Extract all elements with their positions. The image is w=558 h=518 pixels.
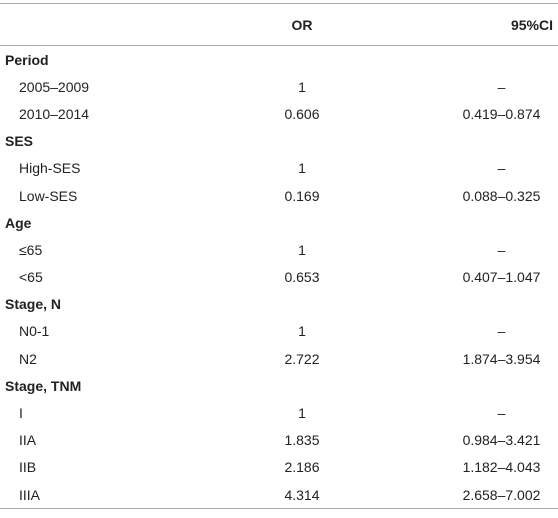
or-cell: 1: [298, 323, 306, 340]
table-body: Period 2005–2009 1 – 2010–2014 0.606 0.419–0.8…: [0, 46, 558, 509]
data-row: <65 0.653 0.407–1.047: [0, 264, 558, 291]
data-row: ≤65 1 –: [0, 236, 558, 263]
group-label: Stage, TNM: [5, 377, 82, 394]
row-label: N2: [19, 350, 37, 367]
group-label: Stage, N: [5, 296, 62, 313]
row-label: IIB: [19, 459, 37, 476]
or-cell: 0.653: [284, 269, 320, 286]
group-row: Age: [0, 209, 558, 236]
header-cell: OR: [219, 3, 385, 46]
cell: [219, 128, 385, 155]
group-label: Age: [5, 214, 32, 231]
row-label: IIA: [19, 432, 37, 449]
data-row: N0-1 1 –: [0, 318, 558, 345]
cell: [385, 291, 558, 318]
group-row: Period: [0, 46, 558, 74]
or-cell: 0.606: [284, 105, 320, 122]
or-cell: 2.186: [284, 459, 320, 476]
cell: [219, 372, 385, 399]
ci-cell: 0.419–0.874: [462, 105, 541, 122]
ci-cell: –: [497, 160, 506, 177]
cell: [219, 209, 385, 236]
row-label: ≤65: [19, 241, 43, 258]
row-label: I: [19, 405, 23, 422]
header-cell: [0, 3, 219, 46]
row-label: High-SES: [19, 160, 81, 177]
cell: [385, 128, 558, 155]
or-cell: 1: [298, 405, 306, 422]
data-row: IIB 2.186 1.182–4.043: [0, 454, 558, 481]
data-row: High-SES 1 –: [0, 155, 558, 182]
row-label: IIIA: [19, 486, 41, 503]
ci-cell: 0.984–3.421: [462, 432, 541, 449]
cell: [385, 372, 558, 399]
header-cell: 95%CI: [385, 3, 558, 46]
cell: [385, 209, 558, 236]
data-row: IIIA 4.314 2.658–7.002: [0, 481, 558, 509]
table-header: OR 95%CI: [0, 3, 558, 46]
or-cell: 1: [298, 78, 306, 95]
or-cell: 2.722: [284, 350, 320, 367]
data-row: Low-SES 0.169 0.088–0.325: [0, 182, 558, 209]
ci-cell: 1.182–4.043: [462, 459, 541, 476]
or-cell: 4.314: [284, 486, 320, 503]
data-row: 2010–2014 0.606 0.419–0.874: [0, 100, 558, 127]
header-row: OR 95%CI: [0, 3, 558, 46]
or-cell: 1.835: [284, 432, 320, 449]
ci-cell: 0.088–0.325: [462, 187, 541, 204]
or-cell: 0.169: [284, 187, 320, 204]
or-cell: 1: [298, 241, 306, 258]
row-label: 2005–2009: [19, 78, 90, 95]
row-label: 2010–2014: [19, 105, 90, 122]
ci-cell: –: [497, 78, 506, 95]
row-label: Low-SES: [19, 187, 78, 204]
ci-cell: –: [497, 241, 506, 258]
row-label: <65: [19, 269, 43, 286]
group-row: Stage, TNM: [0, 372, 558, 399]
ci-cell: 2.658–7.002: [462, 486, 541, 503]
cell: [219, 46, 385, 74]
cell: [385, 46, 558, 74]
group-row: SES: [0, 128, 558, 155]
data-row: IIA 1.835 0.984–3.421: [0, 427, 558, 454]
data-row: 2005–2009 1 –: [0, 73, 558, 100]
group-row: Stage, N: [0, 291, 558, 318]
group-label: Period: [5, 51, 49, 68]
ci-cell: –: [497, 405, 506, 422]
ci-cell: –: [497, 323, 506, 340]
data-row: I 1 –: [0, 399, 558, 426]
ci-cell: 0.407–1.047: [462, 269, 541, 286]
results-table: OR 95%CI Period 2005–2009 1 – 2010–2014 0.606…: [0, 3, 558, 510]
or-cell: 1: [298, 160, 306, 177]
group-label: SES: [5, 133, 34, 150]
page: OR 95%CI Period 2005–2009 1 – 2010–2014 0.606…: [0, 3, 558, 518]
ci-cell: 1.874–3.954: [462, 350, 541, 367]
data-row: N2 2.722 1.874–3.954: [0, 345, 558, 372]
row-label: N0-1: [19, 323, 50, 340]
cell: [219, 291, 385, 318]
